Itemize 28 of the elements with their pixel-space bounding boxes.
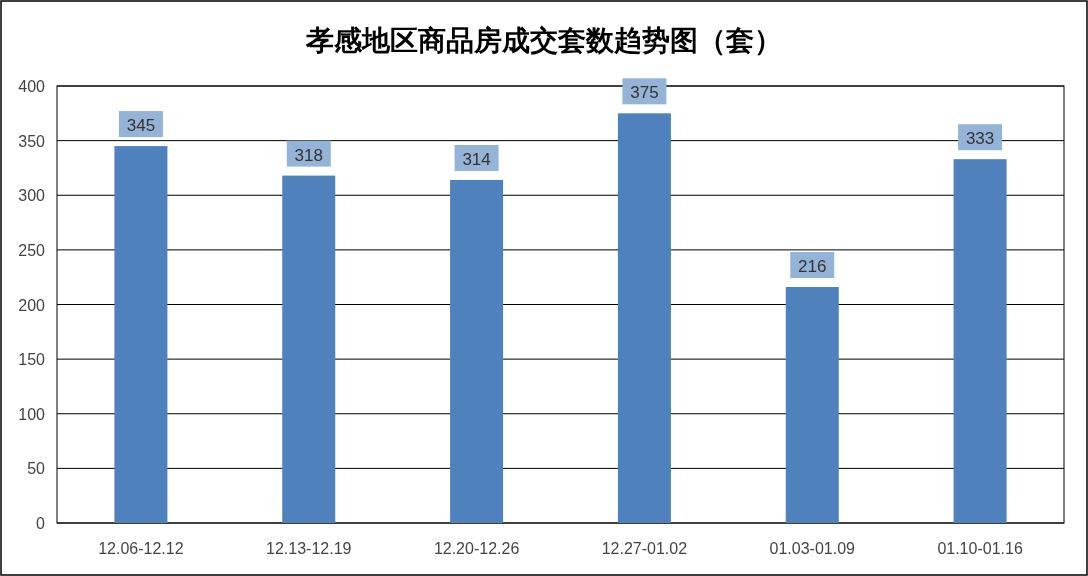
x-tick-label: 01.10-01.16 [937, 540, 1023, 557]
y-tick-label: 50 [27, 460, 46, 478]
data-label: 314 [462, 149, 491, 169]
x-tick-label: 12.13-12.19 [266, 540, 352, 557]
y-tick-label: 200 [18, 296, 46, 314]
bar [450, 179, 504, 523]
y-tick-label: 250 [18, 241, 46, 259]
y-tick-label: 400 [18, 78, 46, 95]
data-label: 333 [965, 129, 995, 149]
x-tick-label: 12.27-01.02 [601, 540, 688, 557]
data-label: 216 [798, 257, 827, 277]
y-tick-label: 0 [36, 515, 46, 532]
bar [617, 113, 671, 523]
bar [282, 175, 336, 523]
y-tick-label: 350 [18, 132, 46, 150]
y-tick-label: 150 [18, 351, 46, 369]
chart-title: 孝感地区商品房成交套数趋势图（套） [305, 24, 782, 57]
x-tick-label: 12.20-12.26 [433, 540, 520, 557]
x-tick-label: 01.03-01.09 [769, 540, 856, 557]
y-tick-label: 300 [18, 187, 46, 205]
data-label: 375 [630, 83, 659, 103]
bar [953, 159, 1007, 523]
bar [114, 146, 168, 523]
y-tick-label: 100 [18, 405, 46, 423]
x-tick-label: 12.06-12.12 [98, 540, 184, 557]
data-label: 345 [126, 116, 156, 136]
bar [785, 287, 839, 523]
data-label: 318 [294, 145, 323, 165]
